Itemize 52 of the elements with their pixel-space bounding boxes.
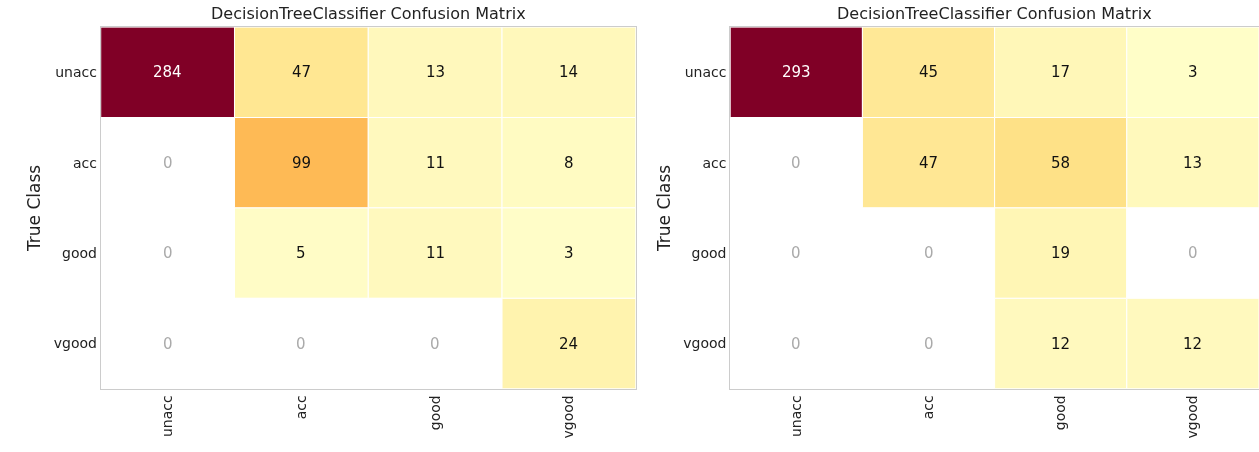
data-label: 47: [292, 63, 312, 81]
data-label: 0: [924, 244, 934, 262]
data-label: 17: [1051, 63, 1071, 81]
chart-title: DecisionTreeClassifier Confusion Matrix: [837, 4, 1152, 23]
data-label: 11: [426, 244, 446, 262]
y-axis-title: True Class: [24, 164, 45, 253]
y-tick-label: acc: [72, 154, 97, 171]
data-label: 24: [559, 335, 579, 353]
data-label: 5: [296, 244, 306, 262]
data-label: 19: [1051, 244, 1071, 262]
data-label: 13: [426, 63, 446, 81]
data-label: 12: [1051, 335, 1071, 353]
chart-title: DecisionTreeClassifier Confusion Matrix: [211, 4, 526, 23]
x-tick-label: good: [1052, 395, 1069, 431]
data-label: 47: [919, 154, 939, 172]
data-label: 45: [919, 63, 939, 81]
data-label: 0: [924, 335, 934, 353]
data-label: 293: [782, 63, 811, 81]
data-label: 0: [163, 244, 173, 262]
data-label: 0: [791, 335, 801, 353]
data-label: 0: [163, 154, 173, 172]
x-tick-label: acc: [292, 395, 309, 420]
x-tick-label: good: [426, 395, 443, 431]
data-label: 13: [1183, 154, 1203, 172]
y-tick-label: vgood: [683, 335, 727, 352]
data-label: 8: [564, 154, 574, 172]
data-label: 99: [292, 154, 312, 172]
data-label: 3: [1188, 63, 1198, 81]
y-tick-label: unacc: [55, 64, 97, 81]
data-label: 11: [426, 154, 446, 172]
y-tick-label: unacc: [684, 64, 727, 81]
data-label: 0: [163, 335, 173, 353]
data-label: 0: [791, 244, 801, 262]
data-label: 14: [559, 63, 579, 81]
data-label: 58: [1051, 154, 1071, 172]
x-tick-label: unacc: [159, 395, 176, 438]
x-tick-label: vgood: [1184, 395, 1201, 439]
data-label: 0: [1188, 244, 1198, 262]
data-label: 3: [564, 244, 574, 262]
y-tick-label: acc: [702, 154, 727, 171]
y-tick-label: good: [62, 245, 97, 262]
x-tick-label: unacc: [787, 395, 804, 438]
x-tick-label: acc: [920, 395, 937, 420]
y-tick-label: good: [691, 245, 727, 262]
data-label: 0: [296, 335, 306, 353]
data-label: 0: [791, 154, 801, 172]
data-label: 12: [1183, 335, 1203, 353]
y-tick-label: vgood: [53, 335, 97, 352]
data-label: 284: [153, 63, 182, 81]
y-axis-title: True Class: [653, 164, 674, 253]
x-tick-label: vgood: [560, 395, 577, 439]
data-label: 0: [430, 335, 440, 353]
